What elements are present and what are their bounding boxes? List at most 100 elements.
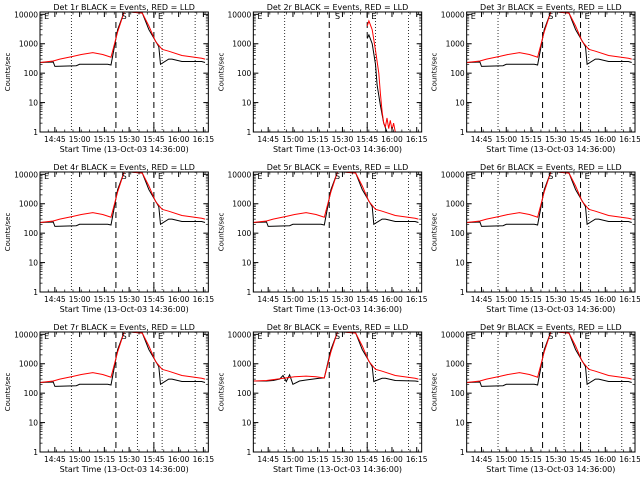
y-tick-label: 100 — [450, 389, 465, 398]
x-tick-label: 15:00 — [495, 135, 517, 144]
state-marker: S — [548, 172, 553, 181]
x-tick-label: 16:15 — [619, 455, 640, 464]
y-tick-label: 1000 — [19, 40, 38, 49]
x-tick-label: 16:15 — [193, 295, 215, 304]
x-tick-label: 15:00 — [282, 455, 304, 464]
y-tick-label: 10000 — [441, 170, 465, 179]
x-tick-label: 16:00 — [381, 455, 403, 464]
y-tick-label: 10000 — [441, 10, 465, 19]
x-tick-label: 16:15 — [406, 135, 428, 144]
y-axis-label: Counts/sec — [217, 373, 225, 412]
x-tick-label: 16:15 — [619, 135, 640, 144]
panel-title: Det 3r BLACK = Events, RED = LLD — [480, 3, 622, 12]
y-tick-label: 10000 — [14, 10, 38, 19]
x-tick-label: 15:45 — [570, 135, 592, 144]
state-marker: E — [585, 12, 590, 21]
plot-frame — [39, 11, 209, 133]
state-marker: E — [44, 12, 49, 21]
series-line-events — [466, 332, 632, 387]
plot-frame — [252, 11, 423, 133]
state-marker: E — [585, 332, 590, 341]
x-tick-label: 15:30 — [118, 455, 140, 464]
state-marker: E — [158, 172, 163, 181]
x-tick-label: 15:15 — [520, 295, 542, 304]
y-tick-label: 1 — [247, 448, 252, 457]
x-tick-label: 15:15 — [520, 455, 542, 464]
x-tick-label: 15:15 — [94, 455, 116, 464]
panel-title: Det 2r BLACK = Events, RED = LLD — [267, 3, 409, 12]
x-tick-label: 15:30 — [332, 135, 354, 144]
y-tick-label: 1000 — [446, 200, 465, 209]
y-tick-label: 1000 — [446, 40, 465, 49]
state-marker: E — [257, 12, 262, 21]
state-marker: E — [257, 172, 262, 181]
y-tick-label: 100 — [24, 229, 39, 238]
y-tick-label: 1000 — [232, 360, 251, 369]
x-tick-label: 16:00 — [594, 295, 616, 304]
state-marker: S — [335, 172, 340, 181]
x-tick-label: 15:00 — [69, 455, 91, 464]
y-tick-label: 1 — [33, 128, 38, 137]
series-line-lld — [40, 172, 206, 223]
x-tick-label: 15:15 — [307, 455, 329, 464]
x-tick-label: 16:00 — [381, 135, 403, 144]
x-tick-label: 15:00 — [282, 135, 304, 144]
state-marker: E — [585, 172, 590, 181]
x-tick-label: 14:45 — [257, 455, 279, 464]
y-tick-label: 10000 — [227, 330, 251, 339]
series-line-events — [40, 172, 206, 227]
x-tick-label: 15:15 — [307, 295, 329, 304]
series-line-lld — [253, 332, 419, 382]
x-tick-label: 15:45 — [570, 295, 592, 304]
x-tick-label: 14:45 — [471, 135, 493, 144]
x-tick-label: 15:45 — [570, 455, 592, 464]
y-tick-label: 10000 — [227, 170, 251, 179]
state-marker: E — [371, 12, 376, 21]
y-tick-label: 100 — [237, 389, 252, 398]
y-axis-label: Counts/sec — [217, 53, 225, 92]
y-tick-label: 10 — [28, 259, 38, 268]
x-tick-label: 15:15 — [307, 135, 329, 144]
series-line-events — [40, 332, 206, 387]
y-tick-label: 1 — [247, 288, 252, 297]
y-tick-label: 10 — [28, 99, 38, 108]
x-tick-label: 15:30 — [118, 135, 140, 144]
y-tick-label: 1 — [33, 448, 38, 457]
y-tick-label: 100 — [24, 69, 39, 78]
plot-frame — [466, 11, 636, 133]
y-tick-label: 1000 — [19, 200, 38, 209]
x-tick-label: 16:15 — [193, 135, 215, 144]
x-tick-label: 15:30 — [332, 455, 354, 464]
y-tick-label: 1000 — [446, 360, 465, 369]
x-tick-label: 16:00 — [594, 455, 616, 464]
state-marker: E — [371, 172, 376, 181]
x-tick-label: 14:45 — [257, 295, 279, 304]
state-marker: E — [44, 332, 49, 341]
y-tick-label: 1 — [460, 128, 465, 137]
state-marker: S — [122, 332, 127, 341]
state-marker: S — [548, 332, 553, 341]
x-tick-label: 15:00 — [495, 455, 517, 464]
x-tick-label: 15:30 — [545, 295, 567, 304]
x-tick-label: 15:45 — [143, 295, 165, 304]
x-axis-label: Start Time (13-Oct-03 14:36:00) — [486, 145, 615, 154]
x-axis-label: Start Time (13-Oct-03 14:36:00) — [273, 145, 402, 154]
y-tick-label: 100 — [237, 69, 252, 78]
x-tick-label: 15:15 — [520, 135, 542, 144]
series-line-lld — [466, 332, 632, 383]
x-tick-label: 15:15 — [94, 295, 116, 304]
y-tick-label: 1000 — [232, 40, 251, 49]
state-marker: E — [44, 172, 49, 181]
y-tick-label: 10 — [455, 259, 465, 268]
x-tick-label: 15:00 — [282, 295, 304, 304]
x-tick-label: 15:00 — [69, 135, 91, 144]
x-tick-label: 14:45 — [471, 295, 493, 304]
plot-frame — [252, 331, 423, 453]
x-axis-label: Start Time (13-Oct-03 14:36:00) — [273, 465, 402, 474]
x-tick-label: 15:45 — [143, 455, 165, 464]
